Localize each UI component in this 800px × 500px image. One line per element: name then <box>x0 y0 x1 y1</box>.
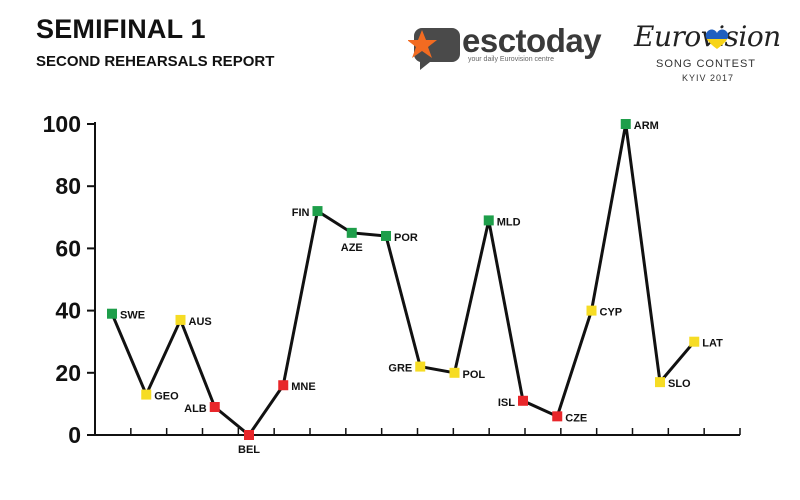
point-marker <box>552 411 563 422</box>
point-label: SLO <box>668 378 691 390</box>
point-marker <box>244 430 254 440</box>
point-marker <box>415 361 426 372</box>
y-tick-label: 40 <box>55 298 81 324</box>
esctoday-bubble-icon <box>408 28 460 70</box>
point-marker <box>381 230 391 241</box>
point-label: GEO <box>154 391 179 403</box>
series-line <box>110 123 696 438</box>
point-marker <box>620 119 631 129</box>
point-marker <box>689 336 700 347</box>
point-marker <box>518 395 528 406</box>
y-tick-label: 60 <box>55 235 81 261</box>
esctoday-wordmark: esctoday <box>462 22 602 59</box>
point-label: GRE <box>388 363 412 375</box>
point-label: MNE <box>291 381 315 393</box>
point-label: ALB <box>184 403 207 415</box>
esctoday-tagline: your daily Eurovision centre <box>468 56 554 63</box>
point-label: FIN <box>292 207 310 219</box>
point-label: LAT <box>702 338 723 350</box>
y-tick-label: 0 <box>68 422 81 448</box>
point-label: MLD <box>497 216 521 228</box>
point-label: SWE <box>120 310 145 322</box>
song-contest-label: SONG CONTEST <box>656 58 757 70</box>
y-tick-label: 80 <box>55 173 81 199</box>
point-label: POR <box>394 232 418 244</box>
point-label: ARM <box>634 120 659 132</box>
point-marker <box>655 377 665 388</box>
point-marker <box>312 206 323 217</box>
point-marker <box>449 367 460 378</box>
point-label: ISL <box>498 397 515 409</box>
esctoday-logo: esctoday your daily Eurovision centre <box>408 20 623 78</box>
page-subtitle: SECOND REHEARSALS REPORT <box>36 53 275 70</box>
eurovision-logo: Eurovision SONG CONTEST KYIV 2017 <box>634 20 794 90</box>
page-title: SEMIFINAL 1 <box>36 14 206 44</box>
point-marker <box>586 305 597 316</box>
kyiv-2017-label: KYIV 2017 <box>682 73 735 83</box>
point-label: AZE <box>341 242 363 254</box>
point-marker <box>175 314 186 325</box>
point-marker <box>107 308 117 319</box>
point-marker <box>346 227 357 238</box>
heart-flag-icon <box>705 29 729 50</box>
point-label: CYP <box>600 307 623 319</box>
point-marker <box>483 215 494 226</box>
y-tick-label: 20 <box>55 360 81 386</box>
point-label: AUS <box>189 316 212 328</box>
point-label: POL <box>463 369 486 381</box>
point-label: CZE <box>565 412 587 424</box>
point-marker <box>141 389 152 400</box>
y-tick-label: 100 <box>43 111 81 137</box>
point-marker <box>278 380 289 391</box>
point-label: BEL <box>238 444 260 456</box>
point-marker <box>209 402 220 413</box>
